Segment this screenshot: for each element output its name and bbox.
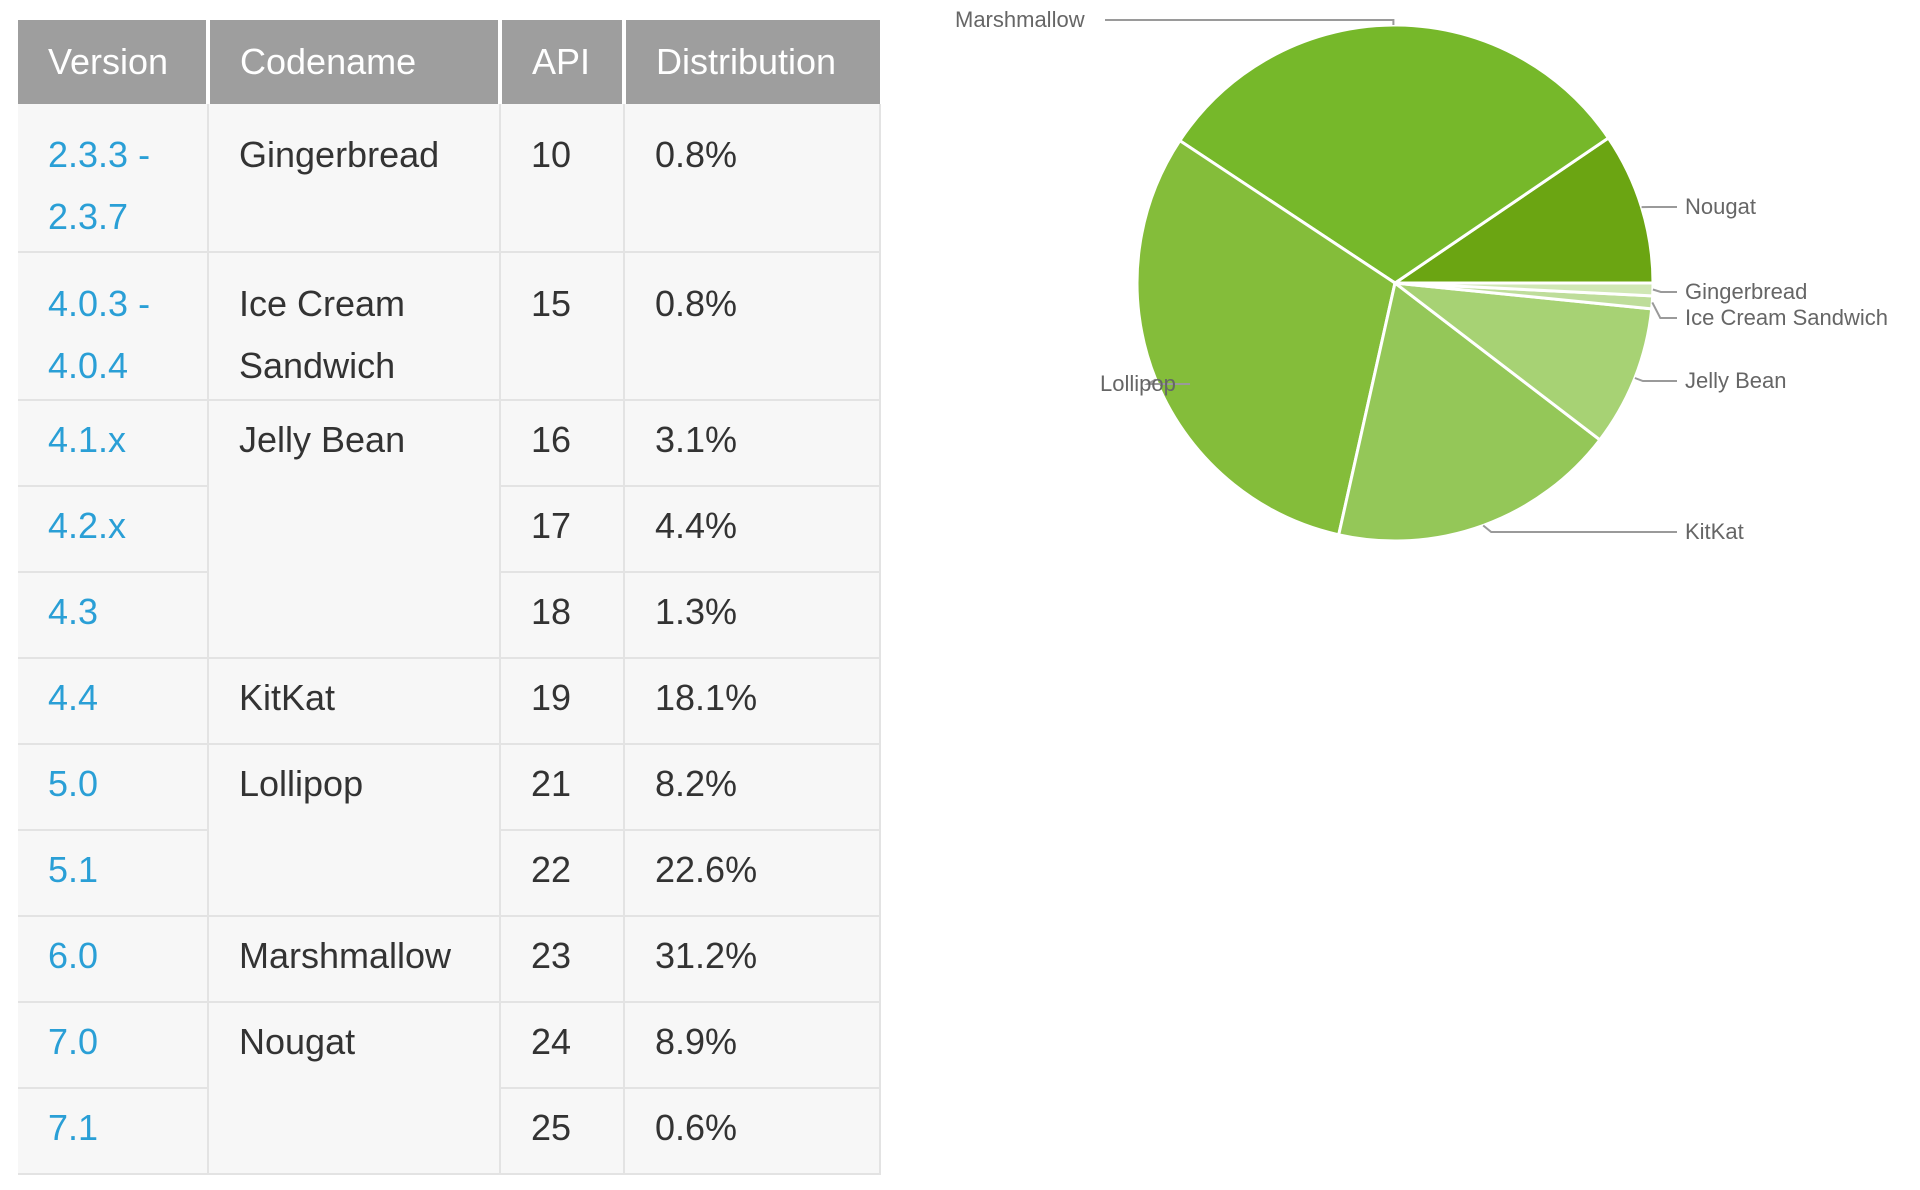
table-row: 7.0 Nougat 24 8.9%: [18, 1002, 881, 1175]
pie-labels: Nougat Marshmallow Lollipop KitKat Jelly Bea…: [955, 7, 1888, 544]
header-api: API: [500, 20, 626, 104]
distribution-cell: 0.6%: [624, 1088, 881, 1175]
pie-label-nougat: Nougat: [1685, 194, 1756, 219]
api-cell: 16: [500, 400, 625, 487]
api-cell: 10: [500, 104, 625, 253]
table-row: 7.1 25 0.6%: [18, 1088, 881, 1175]
version-link[interactable]: 5.0: [18, 744, 209, 831]
leader-line: [1105, 19, 1395, 25]
pie-slice-nougat: [1390, 135, 1655, 285]
pie-slice-lollipop: [1135, 138, 1397, 537]
version-link[interactable]: 4.0.3 - 4.0.4: [18, 252, 209, 401]
leader-line: [1482, 524, 1677, 533]
codename-cell: Ice Cream Sandwich: [208, 252, 501, 401]
api-cell: 15: [500, 252, 625, 401]
pie-slice-jelly-bean: [1389, 280, 1654, 442]
table-row: 4.1.x Jelly Bean 16 3.1%: [18, 400, 881, 659]
table-header-row: Version Codename API Distribution: [18, 20, 880, 104]
api-cell: 21: [500, 744, 625, 831]
pie-label-ice-cream-sandwich: Ice Cream Sandwich: [1685, 305, 1888, 330]
leader-line: [1634, 377, 1677, 382]
version-link[interactable]: 2.3.3 - 2.3.7: [18, 104, 209, 253]
pie-slices: [1135, 23, 1655, 543]
api-cell: 25: [500, 1088, 625, 1175]
api-cell: 17: [500, 486, 625, 573]
pie-label-jelly-bean: Jelly Bean: [1685, 368, 1787, 393]
version-link[interactable]: 4.2.x: [18, 486, 209, 573]
version-link[interactable]: 7.0: [18, 1002, 209, 1089]
table-row: 5.1 22 22.6%: [18, 830, 881, 917]
table-row: 4.0.3 - 4.0.4 Ice Cream Sandwich 15 0.8%: [18, 252, 881, 401]
version-link[interactable]: 5.1: [18, 830, 209, 917]
api-cell: 18: [500, 572, 625, 659]
version-link[interactable]: 7.1: [18, 1088, 209, 1175]
api-cell: 24: [500, 1002, 625, 1089]
header-distribution: Distribution: [624, 20, 880, 104]
distribution-cell: 4.4%: [624, 486, 881, 573]
pie-slice-marshmallow: [1177, 23, 1611, 285]
leader-line: [1651, 301, 1677, 319]
pie-label-marshmallow: Marshmallow: [955, 7, 1085, 32]
distribution-cell: 22.6%: [624, 830, 881, 917]
table-row: 4.3 18 1.3%: [18, 572, 881, 659]
pie-label-kitkat: KitKat: [1685, 519, 1744, 544]
codename-cell: Marshmallow: [208, 916, 501, 1003]
version-link[interactable]: 4.1.x: [18, 400, 209, 487]
table-row: 5.0 Lollipop 21 8.2%: [18, 744, 881, 917]
header-version: Version: [18, 20, 210, 104]
distribution-cell: 1.3%: [624, 572, 881, 659]
distribution-cell: 18.1%: [624, 658, 881, 745]
codename-cell: Gingerbread: [208, 104, 501, 253]
distribution-cell: 8.9%: [624, 1002, 881, 1089]
version-link[interactable]: 4.4: [18, 658, 209, 745]
table-row: 4.2.x 17 4.4%: [18, 486, 881, 573]
pie-chart: Nougat Marshmallow Lollipop KitKat Jelly Bea…: [955, 7, 1888, 544]
distribution-cell: 3.1%: [624, 400, 881, 487]
version-link[interactable]: 6.0: [18, 916, 209, 1003]
table-row: 6.0 Marshmallow 23 31.2%: [18, 916, 881, 1003]
pie-label-lollipop: Lollipop: [1100, 371, 1176, 396]
pie-label-gingerbread: Gingerbread: [1685, 279, 1807, 304]
api-cell: 23: [500, 916, 625, 1003]
version-link[interactable]: 4.3: [18, 572, 209, 659]
api-cell: 22: [500, 830, 625, 917]
distribution-cell: 31.2%: [624, 916, 881, 1003]
header-codename: Codename: [208, 20, 502, 104]
distribution-cell: 8.2%: [624, 744, 881, 831]
table-row: 2.3.3 - 2.3.7 Gingerbread 10 0.8%: [18, 104, 881, 253]
distribution-cell: 0.8%: [624, 252, 881, 401]
distribution-table: Version Codename API Distribution 2.3.3 …: [18, 20, 881, 1175]
codename-cell: KitKat: [208, 658, 501, 745]
table-row: 4.4 KitKat 19 18.1%: [18, 658, 881, 745]
pie-slice-kitkat: [1336, 280, 1602, 543]
codename-cell: Nougat: [208, 1002, 501, 1175]
api-cell: 19: [500, 658, 625, 745]
leader-line: [1143, 378, 1190, 385]
distribution-cell: 0.8%: [624, 104, 881, 253]
leader-line: [1652, 288, 1677, 293]
codename-cell: Lollipop: [208, 744, 501, 917]
codename-cell: Jelly Bean: [208, 400, 501, 659]
